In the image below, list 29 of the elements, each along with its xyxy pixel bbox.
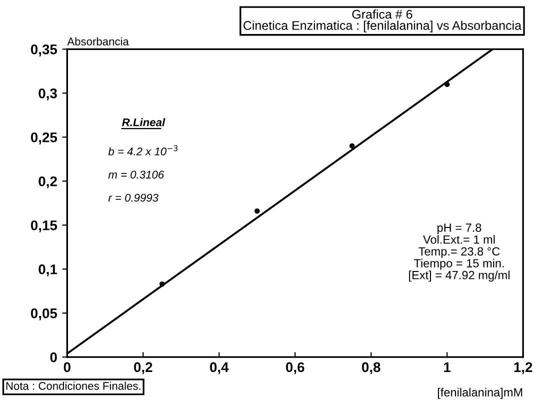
point [254,208,260,214]
y-tick-label: 0,1 [38,264,58,276]
y-tick-label: 0,2 [38,176,57,188]
x-tick-label: 1 [444,362,451,372]
point [349,143,355,149]
x-axis-title: [fenilalanina]mM [438,388,522,399]
chart-subtitle: Cinetica Enzimatica : [fenilalanina] vs Absorbancia [244,20,522,32]
x-tick-label: 1,2 [514,362,532,374]
x-tick-label: 0,6 [286,362,304,374]
x-tick-label: 0,2 [134,362,152,374]
annotation: R.Lineal [122,118,166,126]
annotation: r = 0.9993 [108,194,158,202]
y-tick-label: 0,35 [30,44,58,56]
annotation: pH = 7.8 Vol.Ext.= 1 ml Temp.= 23.8 °C Tiempo = 15 min. [Ext] = 47.92 mg/ml [409,223,510,282]
y-tick-label: 0,3 [38,88,57,100]
x-tick-label: 0,8 [362,362,380,374]
y-tick-label: 0,25 [30,132,58,144]
point [159,281,165,287]
annotation: m = 0.3106 [108,170,164,179]
y-tick-label: 0 [50,352,57,362]
y-axis-title: Absorbancia [67,37,129,46]
text: Nota : Condiciones Finales. [6,382,140,390]
y-tick-label: 0,05 [30,308,58,320]
x-tick-label: 0,4 [210,362,229,374]
chart-title: Grafica # 6 [352,10,412,19]
y-tick-label: 0,15 [30,220,58,232]
point [444,82,450,88]
x-tick-label: 0 [64,362,70,372]
annotation: b = 4.2 x 10$^{−3}$ [108,145,178,156]
